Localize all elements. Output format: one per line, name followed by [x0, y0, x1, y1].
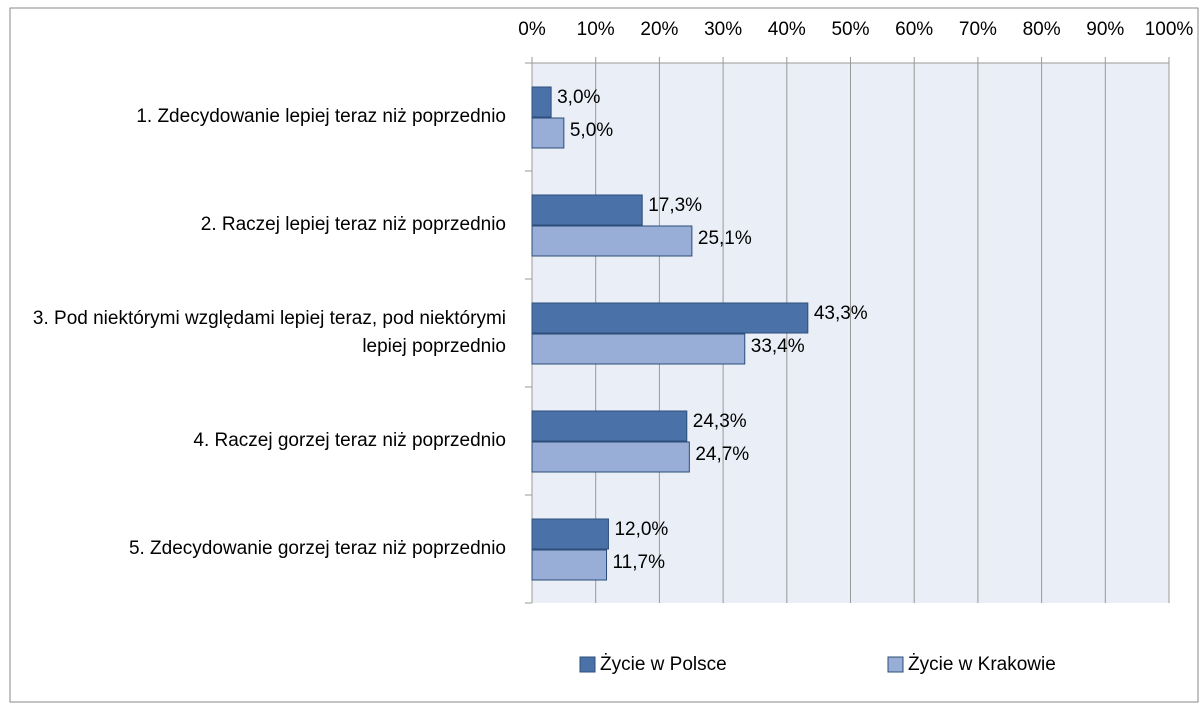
y-tick-label: 4. Raczej gorzej teraz niż poprzednio — [193, 430, 506, 451]
x-tick-label: 50% — [831, 19, 869, 40]
data-label: 33,4% — [751, 336, 805, 357]
y-tick-label: 3. Pod niektórymi względami lepiej teraz… — [32, 308, 506, 357]
x-tick-label: 60% — [895, 19, 933, 40]
bar — [531, 194, 643, 226]
bar — [531, 410, 688, 442]
legend-label: Życie w Polsce — [600, 654, 727, 675]
x-tick-label: 20% — [640, 19, 678, 40]
bar — [531, 86, 552, 118]
y-tick-label: 2. Raczej lepiej teraz niż poprzednio — [200, 214, 506, 235]
data-label: 5,0% — [570, 120, 613, 141]
legend-swatch — [887, 656, 904, 673]
x-tick-label: 10% — [577, 19, 615, 40]
data-label: 12,0% — [614, 519, 668, 540]
bar — [531, 549, 608, 581]
legend-label: Życie w Krakowie — [908, 654, 1056, 675]
legend-swatch — [579, 656, 596, 673]
x-tick-label: 90% — [1086, 19, 1124, 40]
x-tick-label: 30% — [704, 19, 742, 40]
bar — [531, 117, 565, 149]
data-label: 11,7% — [613, 552, 666, 573]
data-label: 17,3% — [648, 195, 702, 216]
bar — [531, 333, 746, 365]
x-tick-label: 40% — [768, 19, 806, 40]
bar — [531, 302, 809, 334]
data-label: 3,0% — [557, 87, 600, 108]
bar — [531, 225, 693, 257]
x-tick-label: 70% — [959, 19, 997, 40]
y-tick-label: 1. Zdecydowanie lepiej teraz niż poprzed… — [136, 106, 506, 127]
data-label: 24,7% — [695, 444, 749, 465]
x-tick-label: 100% — [1145, 19, 1194, 40]
y-tick-label: 5. Zdecydowanie gorzej teraz niż poprzed… — [128, 538, 506, 559]
x-tick-label: 80% — [1023, 19, 1061, 40]
data-label: 25,1% — [698, 228, 752, 249]
bar — [531, 441, 690, 473]
data-label: 43,3% — [814, 303, 868, 324]
x-tick-label: 0% — [518, 19, 546, 40]
data-label: 24,3% — [693, 411, 747, 432]
bar — [531, 518, 609, 550]
